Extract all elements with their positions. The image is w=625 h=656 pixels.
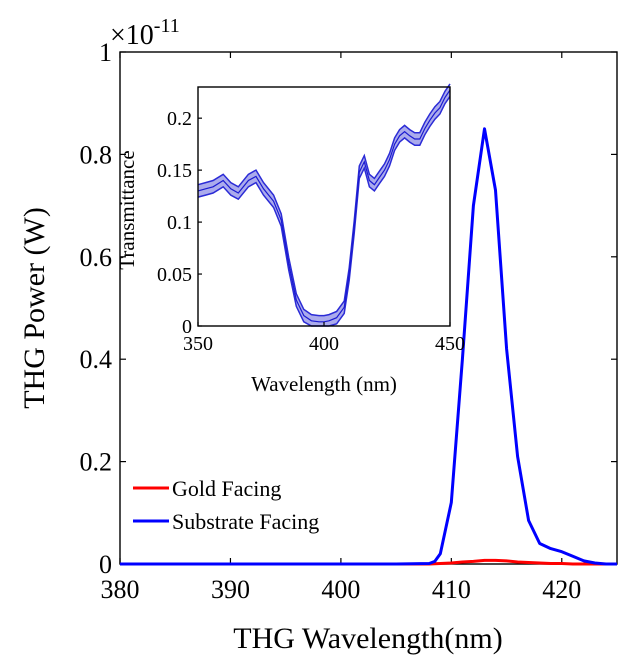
main-ticks: 380 390 400 410 420 0 0.2 0.4 0.6 0.8 1 [80, 38, 617, 604]
legend-label-gold: Gold Facing [172, 476, 281, 501]
legend-label-substrate: Substrate Facing [172, 509, 319, 534]
exponent-power: -11 [154, 15, 180, 37]
transmittance-mean-line [197, 89, 451, 323]
exponent-base: ×10 [110, 20, 154, 51]
y-tick-label: 0.2 [80, 448, 113, 477]
x-tick-label: 380 [101, 575, 140, 604]
x-tick-label: 390 [211, 575, 250, 604]
transmittance-lower-line [197, 95, 451, 327]
inset-x-tick-label: 450 [435, 333, 465, 355]
y-tick-label: 0.8 [80, 140, 113, 169]
y-tick-label: 0.6 [80, 243, 113, 272]
transmittance-upper-line [197, 83, 451, 317]
inset-x-axis-title: Wavelength (nm) [251, 372, 397, 396]
series-line-substrate-facing [120, 127, 617, 566]
inset-y-tick-label: 0.15 [157, 160, 192, 182]
main-series [120, 127, 617, 566]
inset-x-tick-label: 350 [183, 333, 213, 355]
inset-y-tick-label: 0.05 [157, 264, 192, 286]
inset-y-tick-label: 0.1 [167, 212, 192, 234]
inset-chart: 350 400 450 0 0.05 0.1 0.15 0.2 Wavelength (nm)… [115, 83, 465, 396]
y-tick-label: 1 [99, 38, 112, 67]
x-tick-label: 420 [542, 575, 581, 604]
inset-y-tick-label: 0 [182, 316, 192, 338]
inset-y-tick-label: 0.2 [167, 108, 192, 130]
inset-series [197, 83, 451, 327]
x-tick-label: 400 [321, 575, 360, 604]
inset-ticks: 350 400 450 0 0.05 0.1 0.15 0.2 [157, 108, 465, 355]
exponent-label: ×10-11 [110, 15, 180, 51]
inset-y-axis-title: Transmittance [115, 150, 139, 269]
legend: Gold Facing Substrate Facing [133, 476, 319, 534]
x-tick-label: 410 [432, 575, 471, 604]
x-axis-title: THG Wavelength(nm) [233, 622, 502, 655]
y-tick-label: 0 [99, 550, 112, 579]
inset-background [198, 87, 450, 326]
y-axis-title: THG Power (W) [18, 207, 51, 409]
y-tick-label: 0.4 [80, 345, 113, 374]
inset-x-tick-label: 400 [309, 333, 339, 355]
